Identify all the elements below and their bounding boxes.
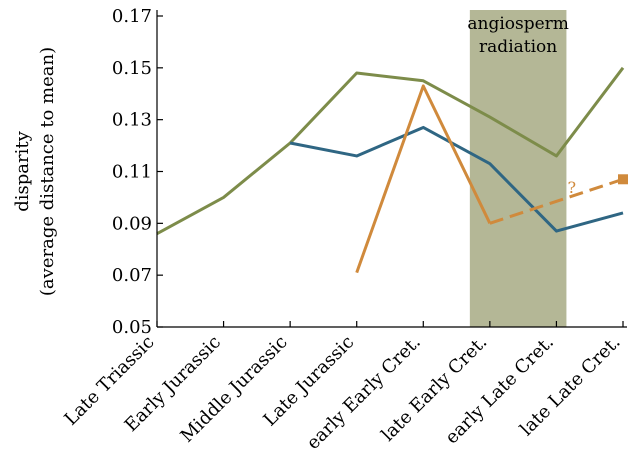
series-line-1 <box>156 66 625 236</box>
band-label-line2: radiation <box>479 37 557 57</box>
y-tick-label: 0.07 <box>112 265 152 286</box>
series-line-2 <box>289 125 624 233</box>
y-tick-label: 0.13 <box>112 110 152 131</box>
y-tick-label: 0.09 <box>112 213 152 234</box>
angiosperm-band <box>469 10 567 327</box>
y-axis-title-line1: disparity <box>12 130 33 211</box>
series-4-annotation: ? <box>567 178 576 197</box>
y-tick-label: 0.15 <box>112 58 152 79</box>
highlight-band-layer <box>469 10 567 327</box>
band-label-line1: angiosperm <box>467 14 569 34</box>
y-axis-title-line2: (average distance to mean) <box>37 47 58 296</box>
y-tick-label: 0.11 <box>112 162 152 183</box>
y-tick-label: 0.05 <box>112 317 152 338</box>
axis-layer <box>156 10 627 328</box>
series-4-end-marker <box>618 174 628 185</box>
series-line-4 <box>489 177 624 225</box>
x-tick-label: early Early Cret. <box>303 332 425 454</box>
y-tick-label: 0.17 <box>112 6 152 27</box>
series-line-3 <box>355 84 492 274</box>
series-layer <box>156 66 628 274</box>
